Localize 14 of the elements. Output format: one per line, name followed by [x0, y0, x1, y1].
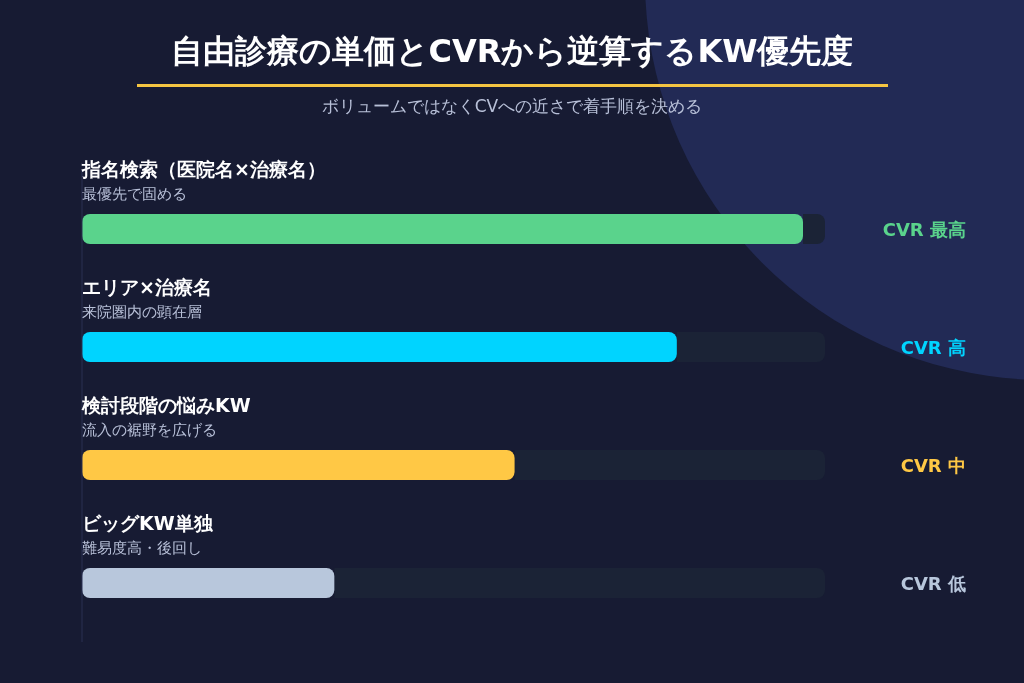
text: CVR 中 — [900, 454, 966, 478]
chart-subtitle: ボリュームではなくCVへの近さで着手順を決める — [320, 95, 704, 118]
y-tick-label: ビッグKW単独 — [82, 511, 213, 536]
y-tick-label: 検討段階の悩みKW — [82, 393, 251, 418]
chart-title: 自由診療の単価とCVRから逆算するKW優先度 — [169, 31, 855, 72]
annotation: 来院圏内の顕在層 — [82, 303, 202, 322]
annotation: 難易度高・後回し — [82, 539, 202, 558]
annotation: 流入の裾野を広げる — [82, 421, 217, 440]
text: CVR 高 — [900, 336, 966, 360]
annotation: 最優先で固める — [82, 185, 187, 204]
y-tick-label: エリア×治療名 — [82, 275, 212, 300]
y-tick-label: 指名検索（医院名×治療名） — [82, 157, 326, 182]
text: CVR 最高 — [882, 218, 966, 242]
text: CVR 低 — [900, 572, 966, 596]
